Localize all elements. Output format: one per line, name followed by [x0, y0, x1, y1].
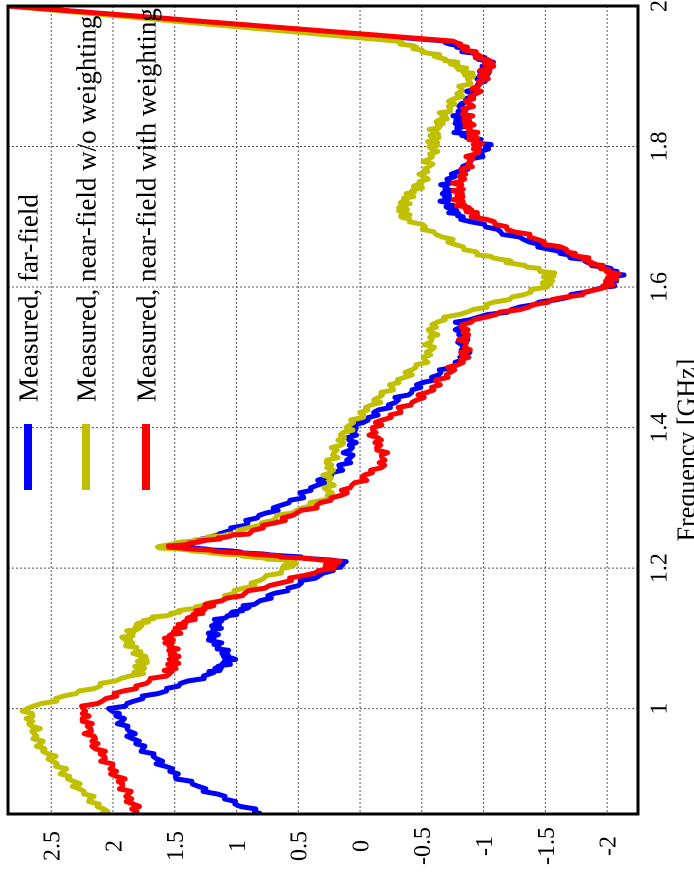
x-tick-label: 2 [646, 0, 672, 12]
plot-frame [6, 4, 640, 816]
y-tick-label: 0.5 [287, 831, 313, 861]
series-line [8, 6, 558, 814]
legend: Measured, far-field Measured, near-field … [13, 8, 161, 490]
x-tick-label: 1.4 [646, 413, 672, 443]
x-tick-label: 1.6 [646, 272, 672, 302]
y-tick-label: -2 [596, 836, 622, 856]
legend-label: Measured, near-field w/o weighting [71, 16, 101, 402]
y-tick-label: 1.5 [163, 831, 189, 861]
x-axis-label: Frequency [GHz] [672, 359, 694, 542]
y-tick-label: 2.5 [40, 831, 66, 861]
legend-label: Measured, near-field with weighting [131, 8, 161, 402]
y-tick-label: -1.5 [534, 827, 560, 865]
x-tick-label: 1.8 [646, 132, 672, 162]
y-tick-label: 1 [225, 840, 251, 852]
y-tick-label: -1 [472, 836, 498, 856]
y-tick-label: 2 [101, 840, 127, 852]
x-tick-label: 1 [646, 703, 672, 715]
series-line [8, 6, 622, 814]
y-tick-label: -0.5 [410, 827, 436, 865]
y-tick-labels: 2.5 2 1.5 1 0.5 0 -0.5 -1 -1.5 -2 [40, 827, 622, 865]
series-lines [8, 6, 627, 814]
series-line [8, 6, 627, 814]
legend-label: Measured, far-field [13, 194, 43, 402]
y-tick-label: 0 [348, 840, 374, 852]
x-tick-label: 1.2 [646, 553, 672, 583]
x-tick-labels: 1 1.2 1.4 1.6 1.8 2 [646, 0, 672, 715]
